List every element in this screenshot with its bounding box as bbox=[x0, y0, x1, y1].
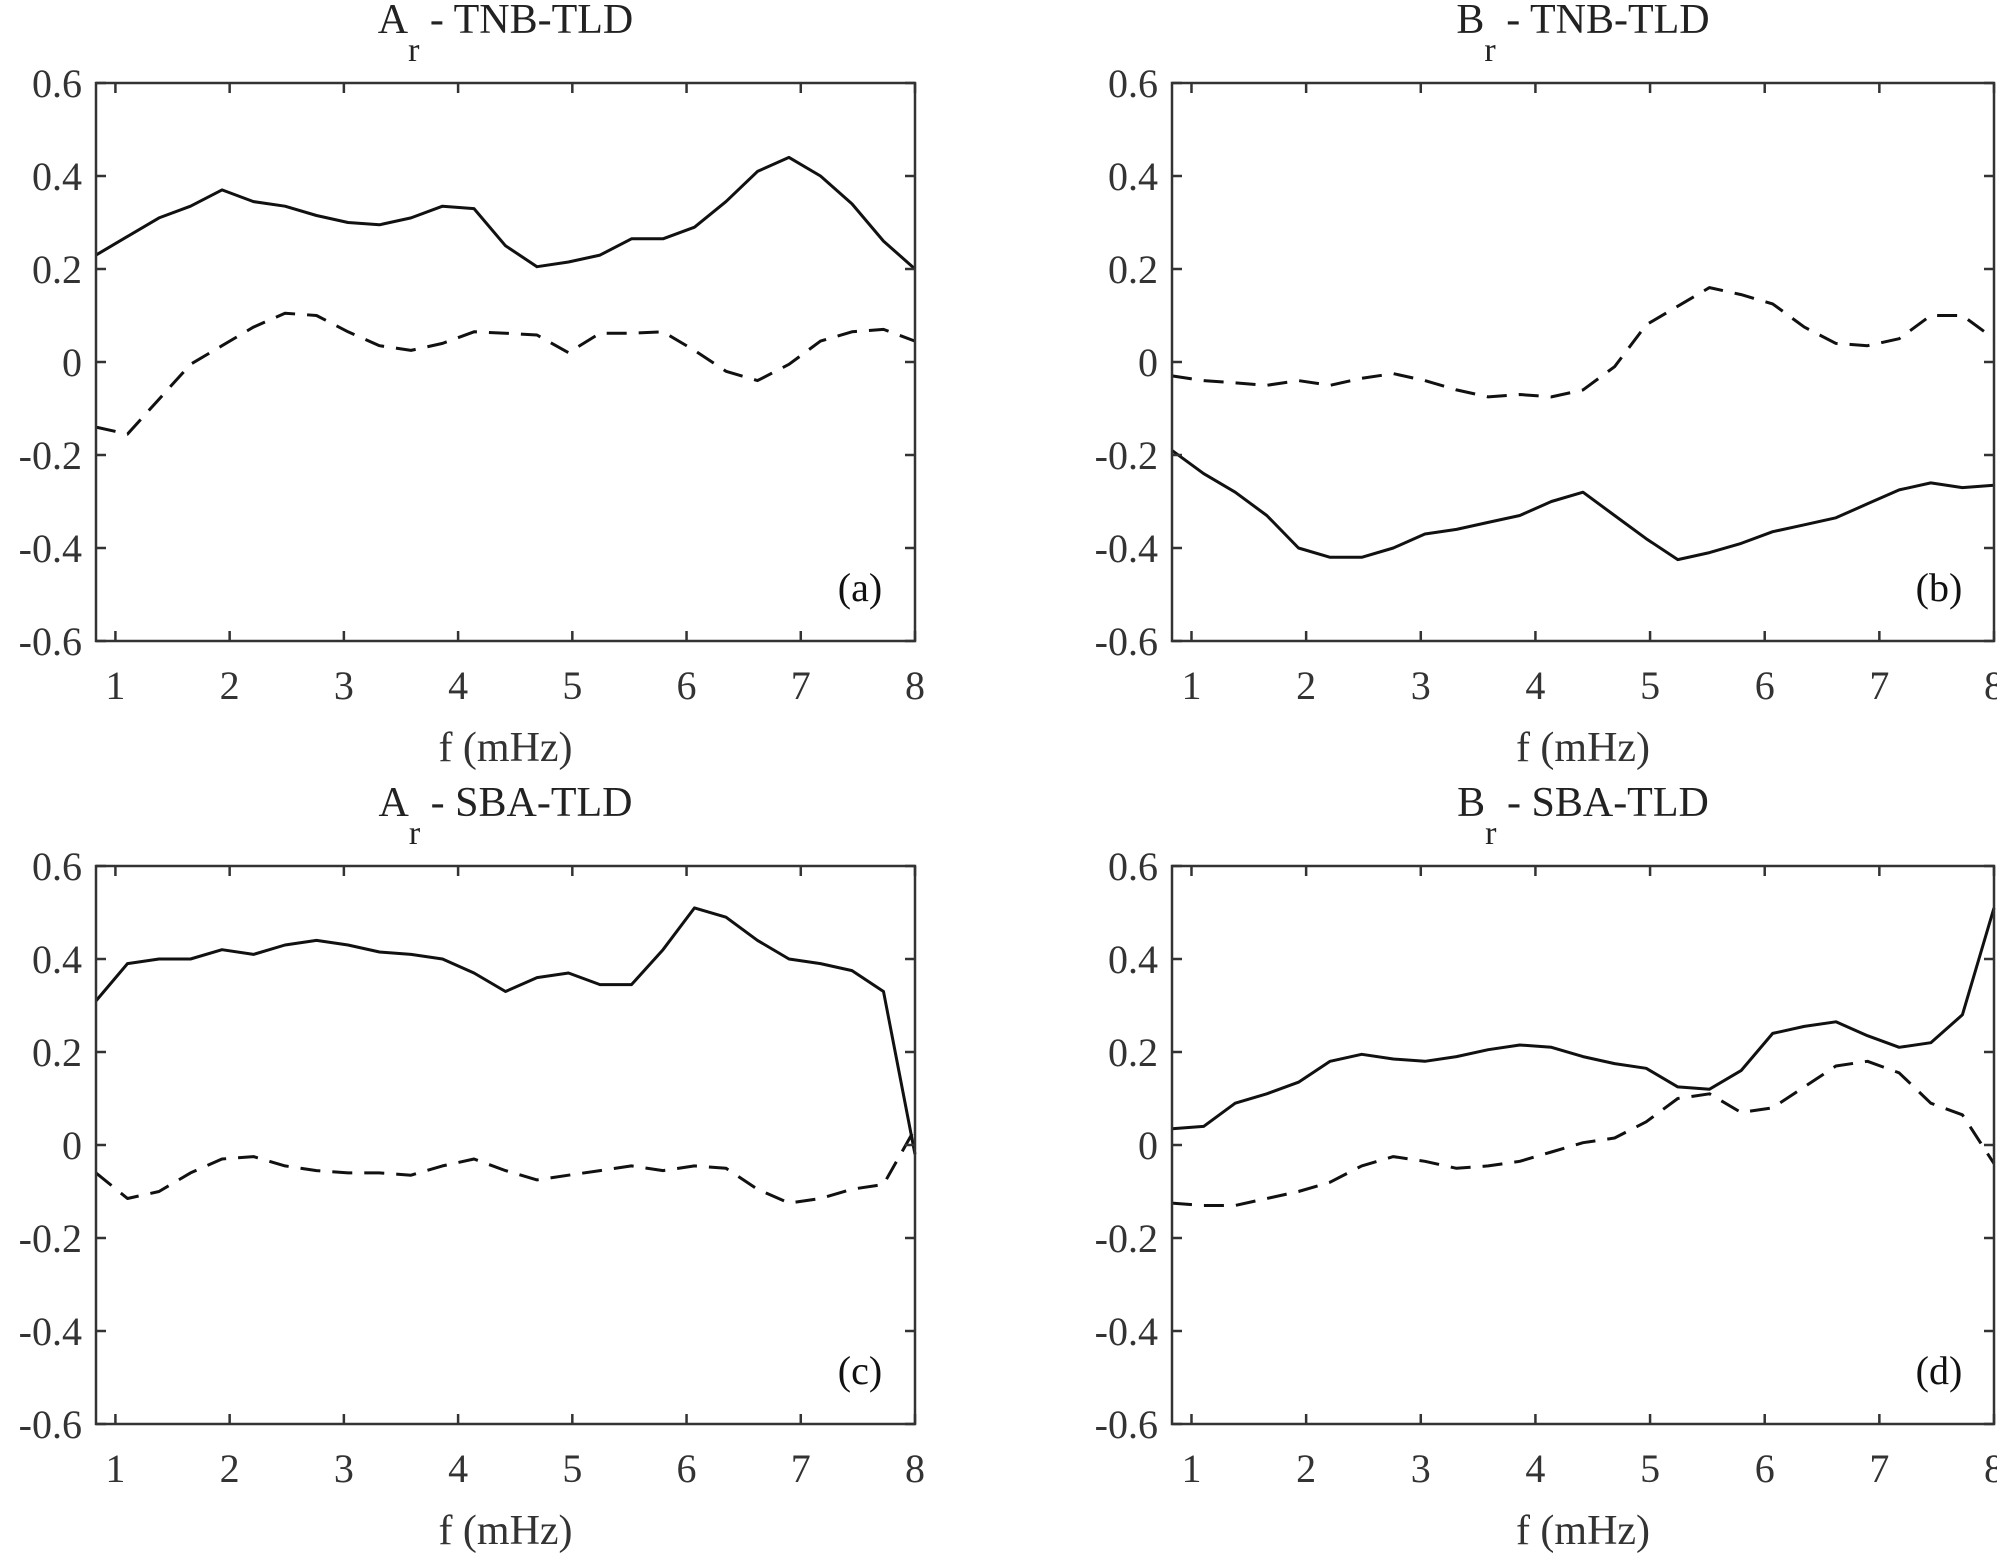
axes-frame bbox=[1170, 81, 1996, 643]
x-tick-label: 3 bbox=[1411, 663, 1431, 708]
series-line-solid bbox=[95, 155, 916, 271]
y-tick-label: 0.6 bbox=[32, 61, 82, 106]
subplot-d: Br - SBA-TLD 1 2 3 4 5 6 7 8 -0.6 -0.4 -0.2 0 0.2 0.4 0… bbox=[1095, 780, 1997, 1554]
panel-label: (b) bbox=[1916, 565, 1963, 610]
x-tick-label: 3 bbox=[334, 1446, 354, 1491]
series-line-solid bbox=[94, 906, 917, 1155]
x-tick-label: 4 bbox=[448, 663, 468, 708]
subplot-a: Ar - TNB-TLD 1 2 3 4 5 6 7 8 -0.6 -0.4 -0.2 0 0.2 0.4 0… bbox=[19, 0, 925, 771]
y-tick-label: 0.6 bbox=[1108, 844, 1158, 889]
title-main: B bbox=[1456, 0, 1484, 43]
y-tick-label: -0.6 bbox=[1095, 619, 1158, 664]
y-tick-label: -0.6 bbox=[1095, 1402, 1158, 1447]
y-tick-label: -0.2 bbox=[1095, 1216, 1158, 1261]
x-tick-label: 6 bbox=[677, 1446, 697, 1491]
x-tick-label: 2 bbox=[1296, 663, 1316, 708]
subplot-c: Ar - SBA-TLD 1 2 3 4 5 6 7 8 -0.6 -0.4 -0.2 0 0.2 0.4 0… bbox=[19, 780, 925, 1554]
y-tick-label: 0.4 bbox=[1108, 937, 1158, 982]
title-rest: - SBA-TLD bbox=[1497, 780, 1709, 826]
x-tick-label: 2 bbox=[220, 663, 240, 708]
series-line-dashed bbox=[95, 1127, 917, 1205]
title-subscript: r bbox=[1484, 32, 1496, 69]
y-tick-label: 0.6 bbox=[1108, 61, 1158, 106]
x-tick-label: 1 bbox=[105, 663, 125, 708]
axes-frame bbox=[1170, 864, 1996, 1426]
panel-label: (c) bbox=[838, 1348, 882, 1393]
x-tick-label: 8 bbox=[1984, 663, 1997, 708]
y-tick-label: 0.2 bbox=[32, 1030, 82, 1075]
y-tick-label: 0 bbox=[62, 1123, 82, 1168]
x-tick-label: 7 bbox=[1869, 1446, 1889, 1491]
y-tick-label: 0.4 bbox=[32, 937, 82, 982]
series-line-dashed bbox=[95, 311, 916, 436]
y-tick-label: -0.6 bbox=[19, 1402, 82, 1447]
x-axis-label: f (mHz) bbox=[1516, 725, 1650, 771]
x-tick-label: 4 bbox=[1525, 1446, 1545, 1491]
x-axis-label: f (mHz) bbox=[438, 1508, 572, 1554]
title-subscript: r bbox=[408, 32, 420, 69]
x-tick-label: 2 bbox=[1296, 1446, 1316, 1491]
subplot-title: Ar - SBA-TLD bbox=[379, 780, 633, 852]
panel-label: (d) bbox=[1916, 1348, 1963, 1393]
y-tick-label: -0.4 bbox=[19, 526, 82, 571]
title-main: A bbox=[378, 0, 409, 43]
x-tick-label: 7 bbox=[791, 663, 811, 708]
x-tick-label: 4 bbox=[1525, 663, 1545, 708]
x-tick-label: 8 bbox=[1984, 1446, 1997, 1491]
y-tick-label: 0.6 bbox=[32, 844, 82, 889]
x-tick-label: 1 bbox=[1181, 663, 1201, 708]
title-rest: - TNB-TLD bbox=[419, 0, 633, 43]
x-tick-label: 4 bbox=[448, 1446, 468, 1491]
x-tick-label: 8 bbox=[905, 663, 925, 708]
series-line-solid bbox=[1171, 449, 1995, 562]
title-rest: - SBA-TLD bbox=[420, 780, 632, 826]
x-tick-label: 8 bbox=[905, 1446, 925, 1491]
subplot-title: Br - TNB-TLD bbox=[1456, 0, 1709, 69]
y-tick-label: 0.2 bbox=[1108, 247, 1158, 292]
series-line-solid bbox=[1171, 907, 1996, 1131]
x-tick-label: 6 bbox=[1755, 1446, 1775, 1491]
subplot-b: Br - TNB-TLD 1 2 3 4 5 6 7 8 -0.6 -0.4 -0.2 0 0.2 0.4 0… bbox=[1095, 0, 1997, 771]
panel-label: (a) bbox=[838, 565, 882, 610]
x-tick-label: 7 bbox=[1869, 663, 1889, 708]
series-line-dashed bbox=[1171, 286, 1995, 399]
y-tick-label: 0 bbox=[1138, 340, 1158, 385]
x-tick-label: 7 bbox=[791, 1446, 811, 1491]
y-tick-label: 0.4 bbox=[1108, 154, 1158, 199]
x-tick-label: 5 bbox=[1640, 1446, 1660, 1491]
title-rest: - TNB-TLD bbox=[1496, 0, 1710, 43]
y-tick-label: -0.4 bbox=[19, 1309, 82, 1354]
y-tick-label: -0.6 bbox=[19, 619, 82, 664]
subplot-title: Br - SBA-TLD bbox=[1457, 780, 1709, 852]
x-tick-label: 1 bbox=[1181, 1446, 1201, 1491]
y-tick-label: 0.2 bbox=[32, 247, 82, 292]
x-tick-label: 1 bbox=[105, 1446, 125, 1491]
title-main: A bbox=[379, 780, 410, 826]
y-tick-label: 0 bbox=[1138, 1123, 1158, 1168]
y-tick-label: -0.4 bbox=[1095, 1309, 1158, 1354]
title-main: B bbox=[1457, 780, 1485, 826]
x-tick-label: 5 bbox=[1640, 663, 1660, 708]
y-tick-label: -0.2 bbox=[19, 1216, 82, 1261]
y-tick-label: 0 bbox=[62, 340, 82, 385]
title-subscript: r bbox=[409, 815, 421, 852]
x-tick-label: 5 bbox=[562, 1446, 582, 1491]
y-tick-label: -0.2 bbox=[19, 433, 82, 478]
y-tick-label: 0.4 bbox=[32, 154, 82, 199]
y-tick-label: -0.2 bbox=[1095, 433, 1158, 478]
x-tick-label: 3 bbox=[334, 663, 354, 708]
x-tick-label: 6 bbox=[1755, 663, 1775, 708]
x-tick-label: 3 bbox=[1411, 1446, 1431, 1491]
title-subscript: r bbox=[1485, 815, 1497, 852]
x-tick-label: 2 bbox=[220, 1446, 240, 1491]
x-tick-label: 6 bbox=[677, 663, 697, 708]
x-axis-label: f (mHz) bbox=[438, 725, 572, 771]
y-tick-label: 0.2 bbox=[1108, 1030, 1158, 1075]
subplot-title: Ar - TNB-TLD bbox=[378, 0, 634, 69]
series-line-dashed bbox=[1171, 1059, 1996, 1207]
x-tick-label: 5 bbox=[562, 663, 582, 708]
x-axis-label: f (mHz) bbox=[1516, 1508, 1650, 1554]
y-tick-label: -0.4 bbox=[1095, 526, 1158, 571]
